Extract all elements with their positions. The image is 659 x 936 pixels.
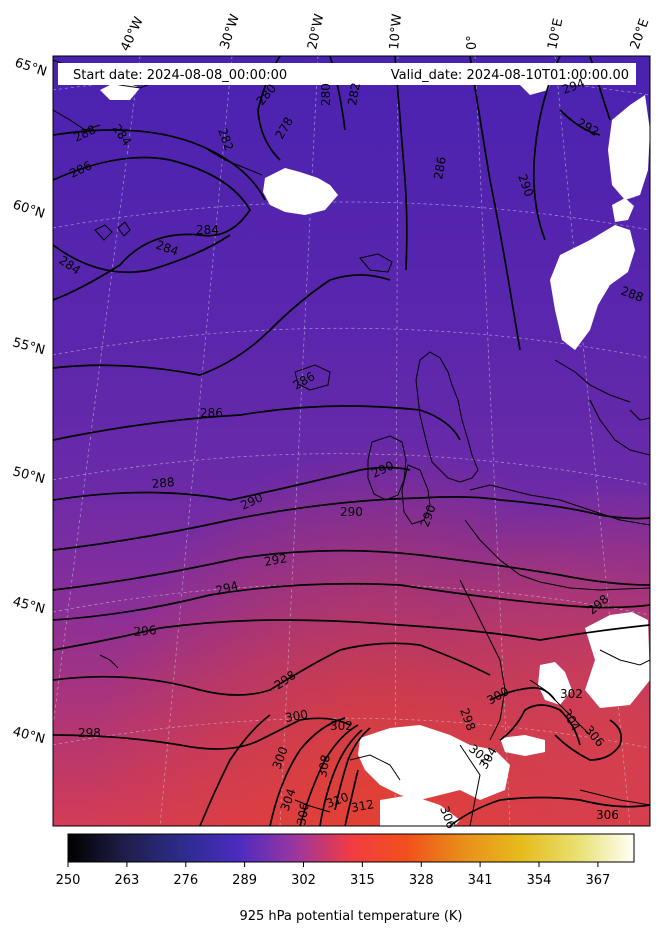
- contour-label: 286: [431, 156, 449, 181]
- contour-label: 290: [340, 505, 363, 519]
- contour-label: 292: [263, 551, 288, 569]
- lat-label: 45°N: [11, 594, 47, 617]
- colorbar-tick-label: 354: [527, 873, 552, 888]
- lon-label: 20°E: [628, 17, 653, 52]
- contour-label: 312: [350, 797, 375, 815]
- header-strip: [58, 63, 636, 85]
- contour-label: 288: [151, 475, 175, 491]
- contour-label: 306: [596, 808, 619, 822]
- lat-label: 40°N: [11, 724, 47, 747]
- contour-label: 302: [330, 719, 353, 733]
- colorbar-gradient: [67, 833, 635, 863]
- contour-label: 296: [133, 623, 157, 639]
- contour-label: 302: [560, 687, 583, 701]
- lon-label: 20°W: [305, 12, 327, 50]
- lon-label: 10°W: [387, 13, 405, 50]
- latitude-labels: 65°N 60°N 55°N 50°N 45°N 40°N: [11, 56, 49, 748]
- contour-label: 284: [196, 223, 219, 237]
- colorbar-tick-label: 328: [409, 873, 434, 888]
- colorbar-tick-label: 341: [468, 873, 493, 888]
- lon-label: 30°W: [218, 12, 243, 51]
- contour-label: 300: [284, 707, 309, 725]
- lat-label: 50°N: [11, 464, 47, 487]
- start-date: Start date: 2024-08-08_00:00:00: [73, 68, 287, 83]
- valid-date: Valid_date: 2024-08-10T01:00:00.00: [391, 68, 629, 83]
- contour-label: 306: [294, 802, 312, 827]
- colorbar-tick-label: 276: [173, 873, 198, 888]
- colorbar-tick-label: 250: [56, 873, 81, 888]
- contour-label: 286: [200, 406, 223, 420]
- contour-label: 308: [315, 754, 333, 779]
- coastlines: [53, 59, 650, 826]
- colorbar-tick-label: 263: [114, 873, 139, 888]
- colorbar-ticks: [67, 862, 599, 867]
- lat-label: 55°N: [11, 335, 47, 358]
- contour-label: 280: [319, 83, 333, 106]
- colorbar-tick-label: 289: [232, 873, 257, 888]
- contour-label: 282: [345, 82, 363, 107]
- colorbar-tick-label: 315: [350, 873, 375, 888]
- map-frame: [52, 55, 651, 827]
- contours: [53, 56, 650, 826]
- contour-label: 294: [214, 578, 240, 597]
- graticule: [53, 56, 650, 826]
- colorbar: 250 263 276 289 302 315 328 341 354 367 …: [56, 833, 635, 924]
- masked-terrain: [100, 72, 650, 826]
- colorbar-tick-label: 367: [585, 873, 610, 888]
- lon-label: 10°E: [545, 17, 566, 51]
- lat-label: 65°N: [13, 56, 49, 80]
- map-panel[interactable]: [40, 56, 650, 826]
- contour-label: 298: [78, 726, 101, 740]
- lat-label: 60°N: [11, 198, 47, 222]
- lon-label: 40°W: [118, 15, 147, 54]
- longitude-labels: 40°W 30°W 20°W 10°W 0° 10°E 20°E: [118, 12, 652, 53]
- colorbar-tick-label: 302: [291, 873, 316, 888]
- colorbar-title: 925 hPa potential temperature (K): [239, 909, 462, 924]
- lon-label: 0°: [465, 35, 480, 50]
